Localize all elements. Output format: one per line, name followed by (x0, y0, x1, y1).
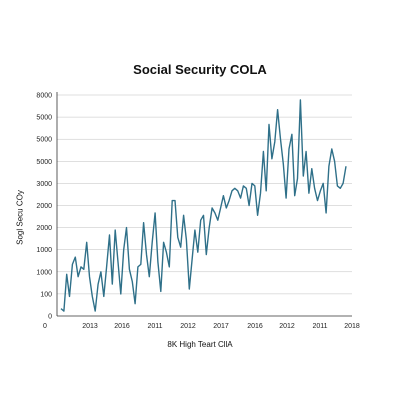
x-tick-label: 2012 (279, 323, 295, 330)
y-tick-label: 5000 (36, 159, 52, 166)
x-tick-label: 2011 (147, 323, 162, 330)
y-tick-label: 2000 (36, 203, 52, 210)
chart-title: Social Security COLA (133, 62, 267, 77)
y-ticks: 0 100 1000 1000 2000 2000 3000 5000 5000 5000 8000 (36, 93, 52, 321)
x-tick-label: 2012 (180, 323, 196, 330)
x-tick-label: 2018 (344, 323, 360, 330)
y-tick-label: 2000 (36, 225, 52, 232)
y-tick-label: 3000 (36, 181, 52, 188)
y-tick-label: 5000 (36, 115, 52, 122)
y-tick-label: 5000 (36, 137, 52, 144)
y-tick-label: 1000 (36, 247, 52, 254)
x-ticks: 0 2013 2016 2011 2012 2017 2016 2012 2011 2018 (43, 323, 360, 330)
x-tick-label: 2017 (213, 323, 229, 330)
series-line (60, 99, 347, 312)
x-tick-label: 2016 (114, 323, 130, 330)
x-tick-label: 2011 (312, 323, 327, 330)
x-axis-label: 8K High Teart CllA (167, 340, 233, 349)
y-tick-label: 1000 (36, 269, 52, 276)
x-tick-label: 0 (43, 323, 47, 330)
grid-lines (57, 94, 352, 295)
x-tick-label: 2016 (247, 323, 263, 330)
y-tick-label: 100 (40, 291, 52, 298)
y-tick-label: 8000 (36, 93, 52, 100)
y-tick-label: 0 (48, 314, 52, 321)
x-tick-label: 2013 (82, 323, 98, 330)
